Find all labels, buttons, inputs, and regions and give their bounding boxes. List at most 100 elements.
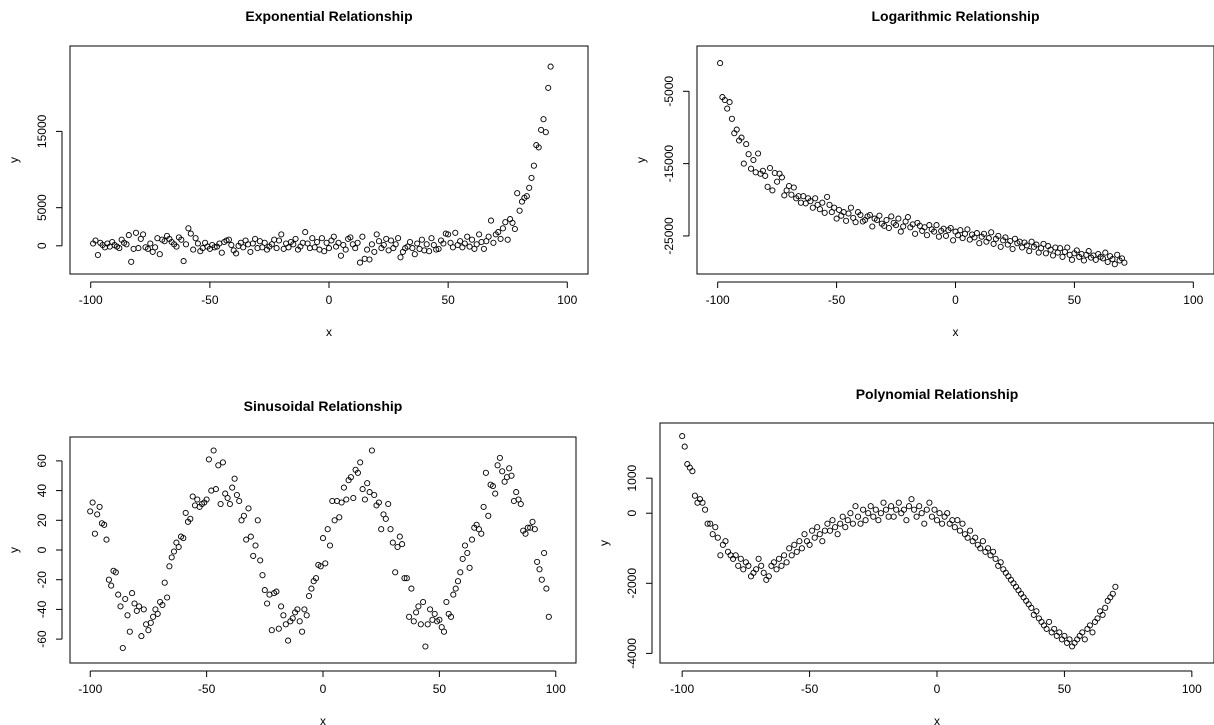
data-point [305,592,313,600]
data-point [366,489,373,496]
data-point [226,500,233,508]
data-point [252,235,259,242]
data-point [852,503,859,510]
data-point [507,216,514,223]
data-point [338,499,345,506]
data-point [843,217,850,224]
plot-frame [69,45,589,275]
data-point [740,566,747,573]
data-point [1109,590,1116,597]
data-point [862,517,869,524]
plot-frame [69,436,577,664]
data-point [717,60,724,67]
data-point [732,552,739,559]
data-point [322,560,329,567]
data-point [829,517,836,524]
data-point [144,245,151,252]
y-tick-label: -40 [35,600,49,618]
data-point [264,600,271,607]
data-point [1023,242,1030,249]
y-axis-label: y [7,547,21,553]
data-point [911,506,918,513]
data-point [797,199,804,206]
data-point [447,239,454,246]
data-point [849,520,856,527]
data-point [340,484,347,491]
data-point [807,198,814,205]
data-point [738,134,745,141]
data-point [745,562,752,569]
data-point [150,613,157,620]
data-point [826,201,833,208]
data-point [390,245,397,252]
data-point [997,559,1004,566]
data-point [105,576,112,583]
data-point [529,518,536,525]
data-point [371,491,378,499]
data-point [328,237,335,244]
data-point [149,248,156,255]
data-point [496,454,503,461]
data-point [418,236,425,243]
data-point [984,545,992,552]
data-point [842,524,849,531]
data-point [243,536,250,543]
data-point [793,548,800,555]
data-point [1080,257,1087,264]
data-point [268,627,275,634]
data-point [103,536,110,543]
data-point [923,232,931,239]
y-tick-label: 60 [35,454,49,468]
data-point [824,193,831,200]
data-point [192,235,199,242]
data-point [387,237,395,244]
data-point [506,465,513,472]
x-axis-label: x [953,325,959,339]
data-point [289,615,296,622]
data-point [187,230,194,237]
y-axis-label: y [7,157,21,163]
data-point [681,443,688,450]
data-point [724,105,731,112]
data-point [387,526,394,533]
data-point [392,241,399,248]
y-tick-label: 0 [35,546,49,553]
data-point [545,613,552,620]
data-point [406,238,414,246]
data-point [760,569,767,576]
data-point [1028,604,1035,611]
data-point [912,230,919,237]
data-point [357,459,364,466]
x-tick-label: 0 [952,293,959,307]
data-point [392,569,399,576]
data-point [523,193,530,200]
data-point [112,569,119,576]
data-point [406,613,413,620]
data-point [926,499,933,506]
data-point [959,520,966,527]
data-point [832,524,839,531]
data-point [257,557,264,564]
data-point [261,239,268,246]
x-tick-label: -100 [706,293,730,307]
data-point [839,513,846,520]
data-point [1068,256,1076,263]
data-point [1033,241,1040,248]
data-point [147,240,154,247]
data-point [511,225,518,233]
data-point [1086,622,1093,629]
data-point [916,503,923,510]
data-point [702,506,709,513]
data-point [426,248,433,255]
data-point [882,506,890,513]
data-point [325,245,333,252]
data-point [217,500,224,508]
data-point [459,244,466,251]
data-point [395,235,402,242]
x-tick-label: -50 [201,293,219,307]
data-point [803,538,811,545]
data-point [941,513,948,520]
data-point [273,245,280,252]
data-point [885,224,892,232]
data-point [317,563,324,570]
